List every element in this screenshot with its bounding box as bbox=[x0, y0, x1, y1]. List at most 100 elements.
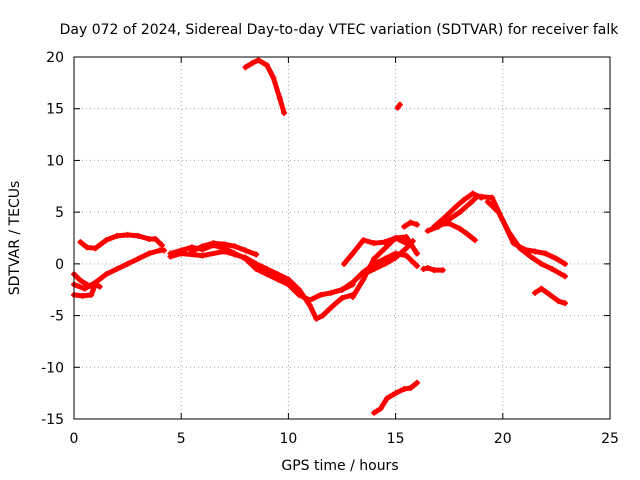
axis-tick-labels: 0 5 10 15 20 25 -15 -10 -5 0 5 10 15 20 bbox=[41, 50, 619, 447]
data-point bbox=[96, 283, 103, 290]
series-line bbox=[77, 232, 165, 251]
data-point bbox=[414, 379, 421, 386]
data-point bbox=[531, 289, 538, 296]
data-point bbox=[274, 271, 281, 278]
data-point bbox=[441, 214, 448, 221]
data-point bbox=[242, 247, 249, 254]
data-point bbox=[360, 276, 367, 283]
data-point bbox=[199, 252, 206, 259]
data-point bbox=[319, 312, 326, 319]
data-point bbox=[431, 223, 438, 230]
x-tick-label: 10 bbox=[279, 431, 297, 447]
y-tick-label: 0 bbox=[55, 257, 64, 273]
data-point bbox=[546, 291, 553, 298]
y-tick-label: 5 bbox=[55, 205, 64, 221]
data-point bbox=[248, 60, 255, 67]
data-point bbox=[270, 74, 277, 81]
x-tick-label: 25 bbox=[601, 431, 619, 447]
series-arc-14 bbox=[371, 379, 421, 416]
data-point bbox=[409, 238, 416, 245]
data-point bbox=[285, 276, 292, 283]
series-line bbox=[436, 221, 478, 243]
data-point bbox=[77, 277, 84, 284]
data-point bbox=[313, 315, 320, 322]
data-point bbox=[478, 193, 485, 200]
data-point bbox=[83, 281, 90, 288]
data-point bbox=[328, 289, 335, 296]
data-point bbox=[146, 236, 153, 243]
data-point bbox=[349, 293, 356, 300]
x-axis-title: GPS time / hours bbox=[281, 458, 398, 474]
data-point bbox=[124, 260, 131, 267]
data-point bbox=[561, 300, 568, 307]
data-point bbox=[527, 253, 534, 260]
y-tick-label: -5 bbox=[50, 309, 64, 325]
data-point bbox=[371, 260, 378, 267]
data-point bbox=[392, 254, 399, 261]
y-tick-label: -10 bbox=[41, 360, 64, 376]
data-point bbox=[561, 273, 568, 280]
data-point bbox=[371, 240, 378, 247]
data-point bbox=[83, 244, 90, 251]
data-point bbox=[431, 267, 438, 274]
series-line bbox=[485, 199, 568, 279]
data-point bbox=[424, 264, 431, 271]
data-point bbox=[113, 232, 120, 239]
data-point bbox=[542, 250, 549, 257]
data-point bbox=[339, 286, 345, 293]
data-point bbox=[467, 199, 474, 206]
data-point bbox=[538, 260, 545, 267]
data-point bbox=[242, 64, 249, 71]
data-point bbox=[253, 260, 260, 267]
data-point bbox=[199, 243, 206, 250]
data-point bbox=[414, 262, 421, 269]
data-point bbox=[221, 248, 228, 255]
data-point bbox=[263, 271, 270, 278]
data-point bbox=[328, 304, 335, 311]
data-point bbox=[231, 251, 238, 258]
data-point bbox=[360, 237, 367, 244]
data-point bbox=[178, 250, 185, 257]
data-point bbox=[152, 236, 159, 243]
y-axis-title: SDTVAR / TECUs bbox=[7, 181, 23, 296]
data-point bbox=[349, 279, 356, 286]
x-tick-label: 5 bbox=[177, 431, 186, 447]
y-tick-label: 15 bbox=[46, 102, 64, 118]
data-point bbox=[446, 220, 453, 227]
data-point bbox=[439, 267, 446, 274]
data-point bbox=[414, 221, 421, 228]
data-point bbox=[561, 260, 568, 267]
data-point bbox=[135, 255, 142, 262]
data-point bbox=[341, 260, 348, 267]
x-tick-label: 20 bbox=[494, 431, 512, 447]
data-point bbox=[381, 245, 388, 252]
data-point bbox=[396, 101, 403, 108]
data-point bbox=[407, 384, 414, 391]
data-point bbox=[489, 194, 496, 201]
data-point bbox=[276, 95, 283, 102]
plot-frame bbox=[73, 56, 611, 420]
data-point bbox=[435, 221, 442, 228]
data-point bbox=[538, 285, 545, 292]
series-arc-12 bbox=[360, 238, 416, 278]
data-point bbox=[403, 245, 410, 252]
data-point bbox=[377, 405, 384, 412]
data-point bbox=[452, 203, 459, 210]
data-point bbox=[210, 240, 217, 247]
data-point bbox=[506, 229, 513, 236]
series-arc-21 bbox=[484, 198, 568, 280]
data-point bbox=[392, 390, 399, 397]
data-point bbox=[484, 198, 491, 205]
data-point bbox=[371, 409, 378, 416]
data-point bbox=[77, 239, 84, 246]
series-arc-19 bbox=[435, 220, 478, 244]
x-tick-label: 0 bbox=[70, 431, 79, 447]
data-point bbox=[253, 251, 260, 258]
data-point bbox=[371, 255, 378, 262]
data-point bbox=[471, 237, 478, 244]
series-arc-16 bbox=[420, 264, 446, 274]
data-point bbox=[113, 266, 120, 273]
data-point bbox=[381, 255, 388, 262]
data-point bbox=[135, 232, 142, 239]
data-point bbox=[555, 298, 562, 305]
